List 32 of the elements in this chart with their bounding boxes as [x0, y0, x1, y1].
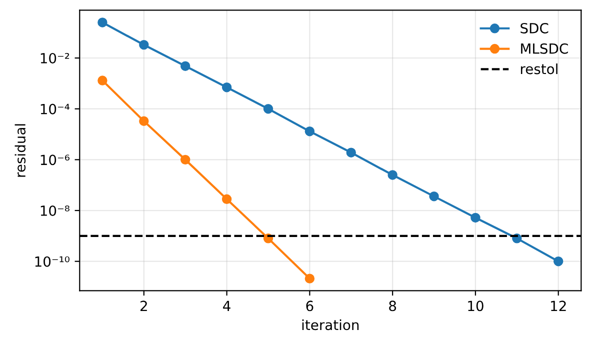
- y-tick-label: 10⁻¹⁰: [35, 256, 70, 267]
- x-tick-label: 10: [468, 300, 484, 312]
- point: [470, 212, 480, 223]
- y-tick-label: 10⁻²: [40, 52, 70, 64]
- point: [222, 194, 232, 204]
- point: [388, 170, 398, 180]
- x-tick-label: 6: [306, 300, 314, 312]
- point: [553, 256, 564, 266]
- point: [346, 148, 356, 158]
- y-tick-label: 10⁻⁴: [40, 104, 70, 114]
- x-tick-label: 2: [140, 300, 147, 311]
- y-tick-label: 10⁻⁶: [40, 154, 70, 166]
- point: [180, 154, 190, 165]
- point: [429, 192, 439, 202]
- point: [98, 76, 108, 86]
- point: [304, 274, 315, 284]
- x-tick-label: 12: [551, 300, 566, 311]
- y-tick-label: 10⁻⁸: [40, 205, 70, 216]
- point: [304, 126, 315, 136]
- point: [98, 18, 108, 28]
- legend-label: SDC: [520, 22, 548, 34]
- point: [139, 40, 149, 50]
- x-tick-label: 4: [223, 300, 230, 311]
- x-tick-label: 8: [389, 300, 396, 312]
- legend-label: restol: [520, 63, 558, 74]
- point: [180, 61, 190, 71]
- legend-label: MLSDC: [521, 43, 568, 54]
- point: [222, 82, 232, 92]
- x-axis-title: iteration: [302, 319, 359, 330]
- point: [139, 116, 149, 126]
- y-axis-title: residual: [14, 124, 26, 177]
- point: [263, 104, 274, 114]
